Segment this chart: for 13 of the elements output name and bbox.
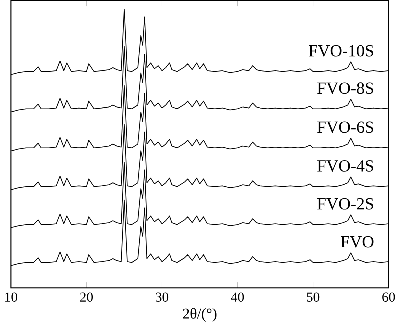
series-label: FVO-4S <box>318 160 374 172</box>
x-tick-label: 10 <box>6 292 18 302</box>
x-tick-label: 40 <box>231 292 244 302</box>
series-label: FVO-10S <box>309 45 374 57</box>
x-tick-label: 50 <box>307 292 320 302</box>
x-tick-label: 30 <box>156 292 169 302</box>
series-label: FVO-6S <box>318 122 374 134</box>
x-axis-title: 2θ/(°) <box>183 308 217 322</box>
x-tick-label: 20 <box>80 292 94 302</box>
x-tick-label: 60 <box>382 292 396 302</box>
series-label: FVO <box>341 236 374 248</box>
series-label: FVO-2S <box>318 198 374 210</box>
series-label: FVO-8S <box>318 82 374 94</box>
